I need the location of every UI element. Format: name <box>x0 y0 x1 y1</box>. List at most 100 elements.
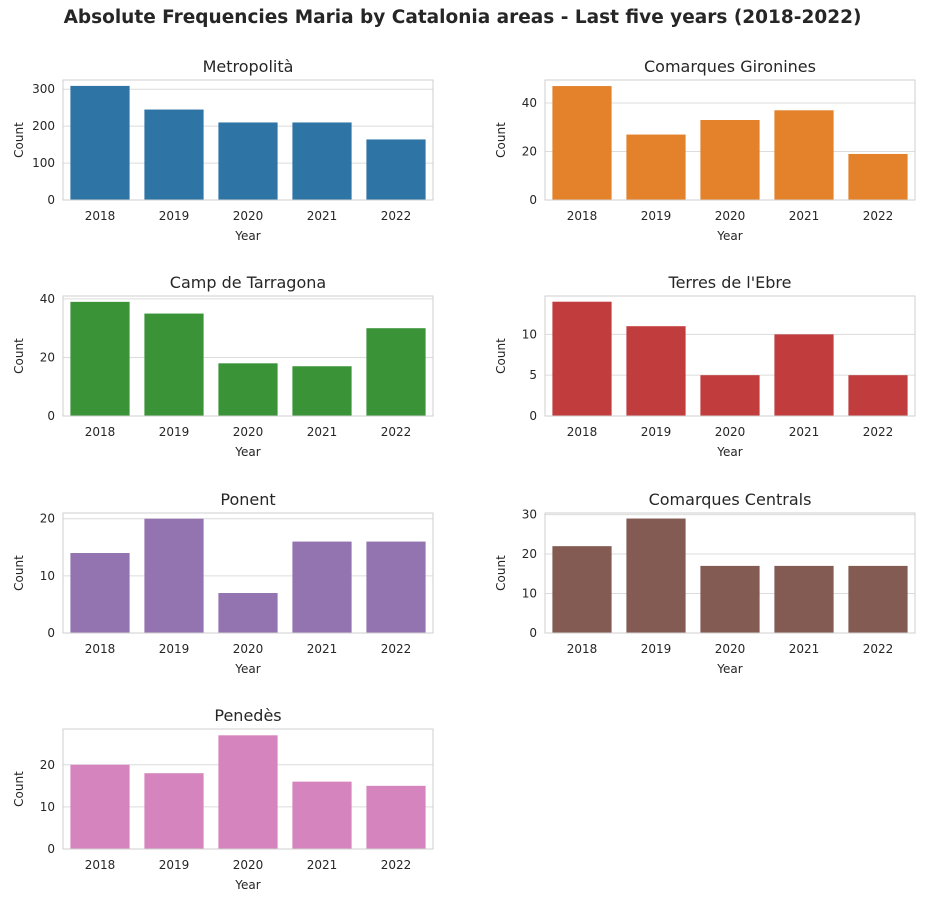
bar <box>366 328 426 416</box>
y-tick-label: 100 <box>32 156 55 170</box>
x-tick-label: 2020 <box>233 209 264 223</box>
y-tick-label: 20 <box>522 547 537 561</box>
subplot-5: 0 10 20 30 2018 2019 2020 2021 2022 Year Count Coma… <box>494 490 916 676</box>
x-axis-label: Year <box>234 662 260 676</box>
y-axis-label: Count <box>12 338 26 374</box>
subplot-1: 0 20 40 2018 2019 2020 2021 2022 Year Count Comarq… <box>494 57 916 243</box>
y-axis-label: Count <box>12 771 26 807</box>
bar <box>626 518 686 633</box>
y-tick-label: 10 <box>40 569 55 583</box>
subplot-4: 0 10 20 2018 2019 2020 2021 2022 Year Count Ponent <box>12 490 434 676</box>
x-tick-label: 2018 <box>85 209 116 223</box>
x-tick-label: 2022 <box>381 642 412 656</box>
y-tick-label: 10 <box>522 587 537 601</box>
x-axis-label: Year <box>234 445 260 459</box>
x-tick-label: 2018 <box>567 425 598 439</box>
bar <box>144 313 204 416</box>
y-tick-label: 40 <box>522 96 537 110</box>
x-tick-label: 2018 <box>85 858 116 872</box>
axes-frame <box>62 295 434 417</box>
bar <box>552 546 612 633</box>
x-tick-label: 2021 <box>789 209 820 223</box>
bar <box>292 541 352 633</box>
bar <box>70 764 130 849</box>
bar <box>848 153 908 200</box>
x-tick-label: 2019 <box>641 642 672 656</box>
subplot-title: Ponent <box>220 490 275 509</box>
x-tick-label: 2021 <box>789 425 820 439</box>
bar <box>774 565 834 633</box>
y-tick-label: 10 <box>522 327 537 341</box>
axes-frame <box>544 512 916 634</box>
subplot-3: 0 5 10 2018 2019 2020 2021 2022 Year Count Terres … <box>494 273 916 459</box>
y-tick-label: 10 <box>40 800 55 814</box>
y-tick-label: 0 <box>47 193 55 207</box>
y-axis-label: Count <box>12 555 26 591</box>
x-axis-label: Year <box>234 229 260 243</box>
bar <box>552 301 612 416</box>
y-axis-label: Count <box>494 555 508 591</box>
x-tick-label: 2018 <box>85 425 116 439</box>
bar <box>144 773 204 849</box>
y-tick-label: 20 <box>522 145 537 159</box>
subplot-title: Terres de l'Ebre <box>668 273 792 292</box>
bar <box>70 553 130 633</box>
bar <box>218 122 278 200</box>
x-tick-label: 2022 <box>381 858 412 872</box>
x-axis-label: Year <box>234 878 260 892</box>
subplot-title: Camp de Tarragona <box>170 273 326 292</box>
x-tick-label: 2019 <box>641 209 672 223</box>
y-tick-label: 30 <box>522 508 537 522</box>
axes-frame <box>62 728 434 850</box>
x-tick-label: 2021 <box>307 858 338 872</box>
y-tick-label: 0 <box>529 193 537 207</box>
x-tick-label: 2020 <box>715 642 746 656</box>
y-tick-label: 20 <box>40 512 55 526</box>
bar <box>700 120 760 200</box>
subplot-title: Penedès <box>214 706 281 725</box>
x-tick-label: 2021 <box>789 642 820 656</box>
subplot-6: 0 10 20 2018 2019 2020 2021 2022 Year Count Penedè… <box>12 706 434 892</box>
bar <box>552 86 612 200</box>
x-tick-label: 2022 <box>863 209 894 223</box>
axes-frame <box>544 295 916 417</box>
y-tick-label: 0 <box>529 409 537 423</box>
y-tick-label: 20 <box>40 758 55 772</box>
bar <box>218 735 278 849</box>
figure-title: Absolute Frequencies Maria by Catalonia … <box>63 7 862 28</box>
subplot-2: 0 20 40 2018 2019 2020 2021 2022 Year Count Camp d… <box>12 273 434 459</box>
x-axis-label: Year <box>716 662 742 676</box>
y-tick-label: 0 <box>47 626 55 640</box>
y-axis-label: Count <box>12 122 26 158</box>
bar <box>218 593 278 633</box>
x-tick-label: 2022 <box>863 425 894 439</box>
subplot-title: Comarques Centrals <box>649 490 812 509</box>
y-tick-label: 0 <box>47 409 55 423</box>
y-tick-label: 200 <box>32 119 55 133</box>
x-tick-label: 2020 <box>233 858 264 872</box>
x-tick-label: 2018 <box>567 642 598 656</box>
bar <box>626 326 686 416</box>
x-tick-label: 2018 <box>85 642 116 656</box>
x-tick-label: 2022 <box>381 425 412 439</box>
y-tick-label: 0 <box>47 842 55 856</box>
axes-frame <box>62 79 434 201</box>
y-tick-label: 300 <box>32 82 55 96</box>
x-tick-label: 2020 <box>233 642 264 656</box>
bar <box>848 565 908 633</box>
subplot-title: Comarques Gironines <box>644 57 816 76</box>
bar <box>626 134 686 200</box>
bar <box>144 109 204 200</box>
subplot-0: 0 100 200 300 2018 2019 2020 2021 2022 Year Count M… <box>12 57 434 243</box>
bar <box>700 375 760 416</box>
x-tick-label: 2019 <box>641 425 672 439</box>
bar <box>366 785 426 849</box>
bar <box>848 375 908 416</box>
x-tick-label: 2021 <box>307 642 338 656</box>
bar <box>366 541 426 633</box>
bar <box>774 334 834 416</box>
x-tick-label: 2020 <box>233 425 264 439</box>
x-tick-label: 2020 <box>715 425 746 439</box>
subplot-title: Metropolità <box>203 57 294 76</box>
